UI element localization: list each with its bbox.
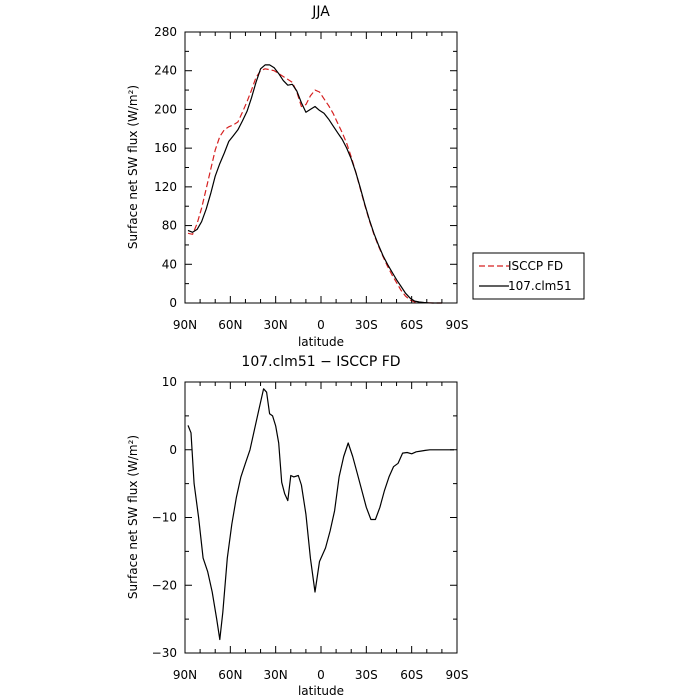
top-ytick-label: 80 — [162, 219, 177, 233]
bottom-ytick-group: −30 −20 −10 0 10 — [152, 375, 457, 660]
top-plot-frame — [184, 31, 458, 304]
top-ytick-label: 40 — [162, 257, 177, 271]
top-xtick-label: 90S — [446, 318, 469, 332]
top-ytick-label: 280 — [154, 25, 177, 39]
top-xtick-label: 0 — [317, 318, 325, 332]
top-ytick-label: 160 — [154, 141, 177, 155]
bottom-ytick-label: 10 — [162, 375, 177, 389]
bottom-ylabel: Surface net SW flux (W/m²) — [126, 435, 140, 599]
bottom-ytick-label: −30 — [152, 646, 177, 660]
bottom-xtick-label: 60S — [400, 668, 423, 682]
top-ytick-label: 0 — [169, 296, 177, 310]
bottom-xlabel: latitude — [298, 684, 344, 698]
bottom-xtick-label: 90N — [173, 668, 197, 682]
top-ytick-group: 0 40 80 120 160 200 240 280 — [154, 25, 457, 310]
top-ylabel: Surface net SW flux (W/m²) — [126, 85, 140, 249]
bottom-plot-frame — [184, 381, 458, 654]
legend-box — [472, 252, 585, 300]
top-series-line-1 — [187, 64, 442, 304]
top-panel: JJA 90N 60N 30N 0 30S 60S 90S 0 40 80 120 160 200 24… — [126, 4, 585, 349]
bottom-ytick-label: −10 — [152, 511, 177, 525]
bottom-xtick-label: 30S — [355, 668, 378, 682]
bottom-xtick-label: 0 — [317, 668, 325, 682]
bottom-xtick-label: 60N — [218, 668, 242, 682]
bottom-xtick-label: 30N — [264, 668, 288, 682]
top-xlabel: latitude — [298, 335, 344, 349]
top-xtick-label: 60N — [218, 318, 242, 332]
top-series-line-0 — [187, 68, 442, 304]
top-xtick-label: 90N — [173, 318, 197, 332]
bottom-xtick-label: 90S — [446, 668, 469, 682]
bottom-series-group — [187, 388, 454, 641]
top-xtick-group: 90N 60N 30N 0 30S 60S 90S — [173, 32, 469, 332]
bottom-title: 107.clm51 − ISCCP FD — [241, 354, 400, 370]
top-ytick-label: 120 — [154, 180, 177, 194]
bottom-xtick-group: 90N 60N 30N 0 30S 60S 90S — [173, 382, 469, 682]
top-xtick-label: 30N — [264, 318, 288, 332]
top-ytick-label: 200 — [154, 102, 177, 116]
bottom-ytick-label: 0 — [169, 443, 177, 457]
legend-label-clm51: 107.clm51 — [508, 279, 572, 293]
top-legend: ISCCP FD 107.clm51 — [472, 252, 585, 300]
top-series-group — [187, 64, 442, 304]
top-title: JJA — [311, 4, 330, 20]
bottom-ytick-label: −20 — [152, 578, 177, 592]
bottom-panel: 107.clm51 − ISCCP FD 90N 60N 30N 0 30S 60S 90S… — [126, 354, 468, 698]
top-xtick-label: 30S — [355, 318, 378, 332]
top-xtick-label: 60S — [400, 318, 423, 332]
legend-label-isccp: ISCCP FD — [508, 259, 563, 273]
top-ytick-label: 240 — [154, 64, 177, 78]
bottom-series-line-0 — [187, 388, 454, 641]
